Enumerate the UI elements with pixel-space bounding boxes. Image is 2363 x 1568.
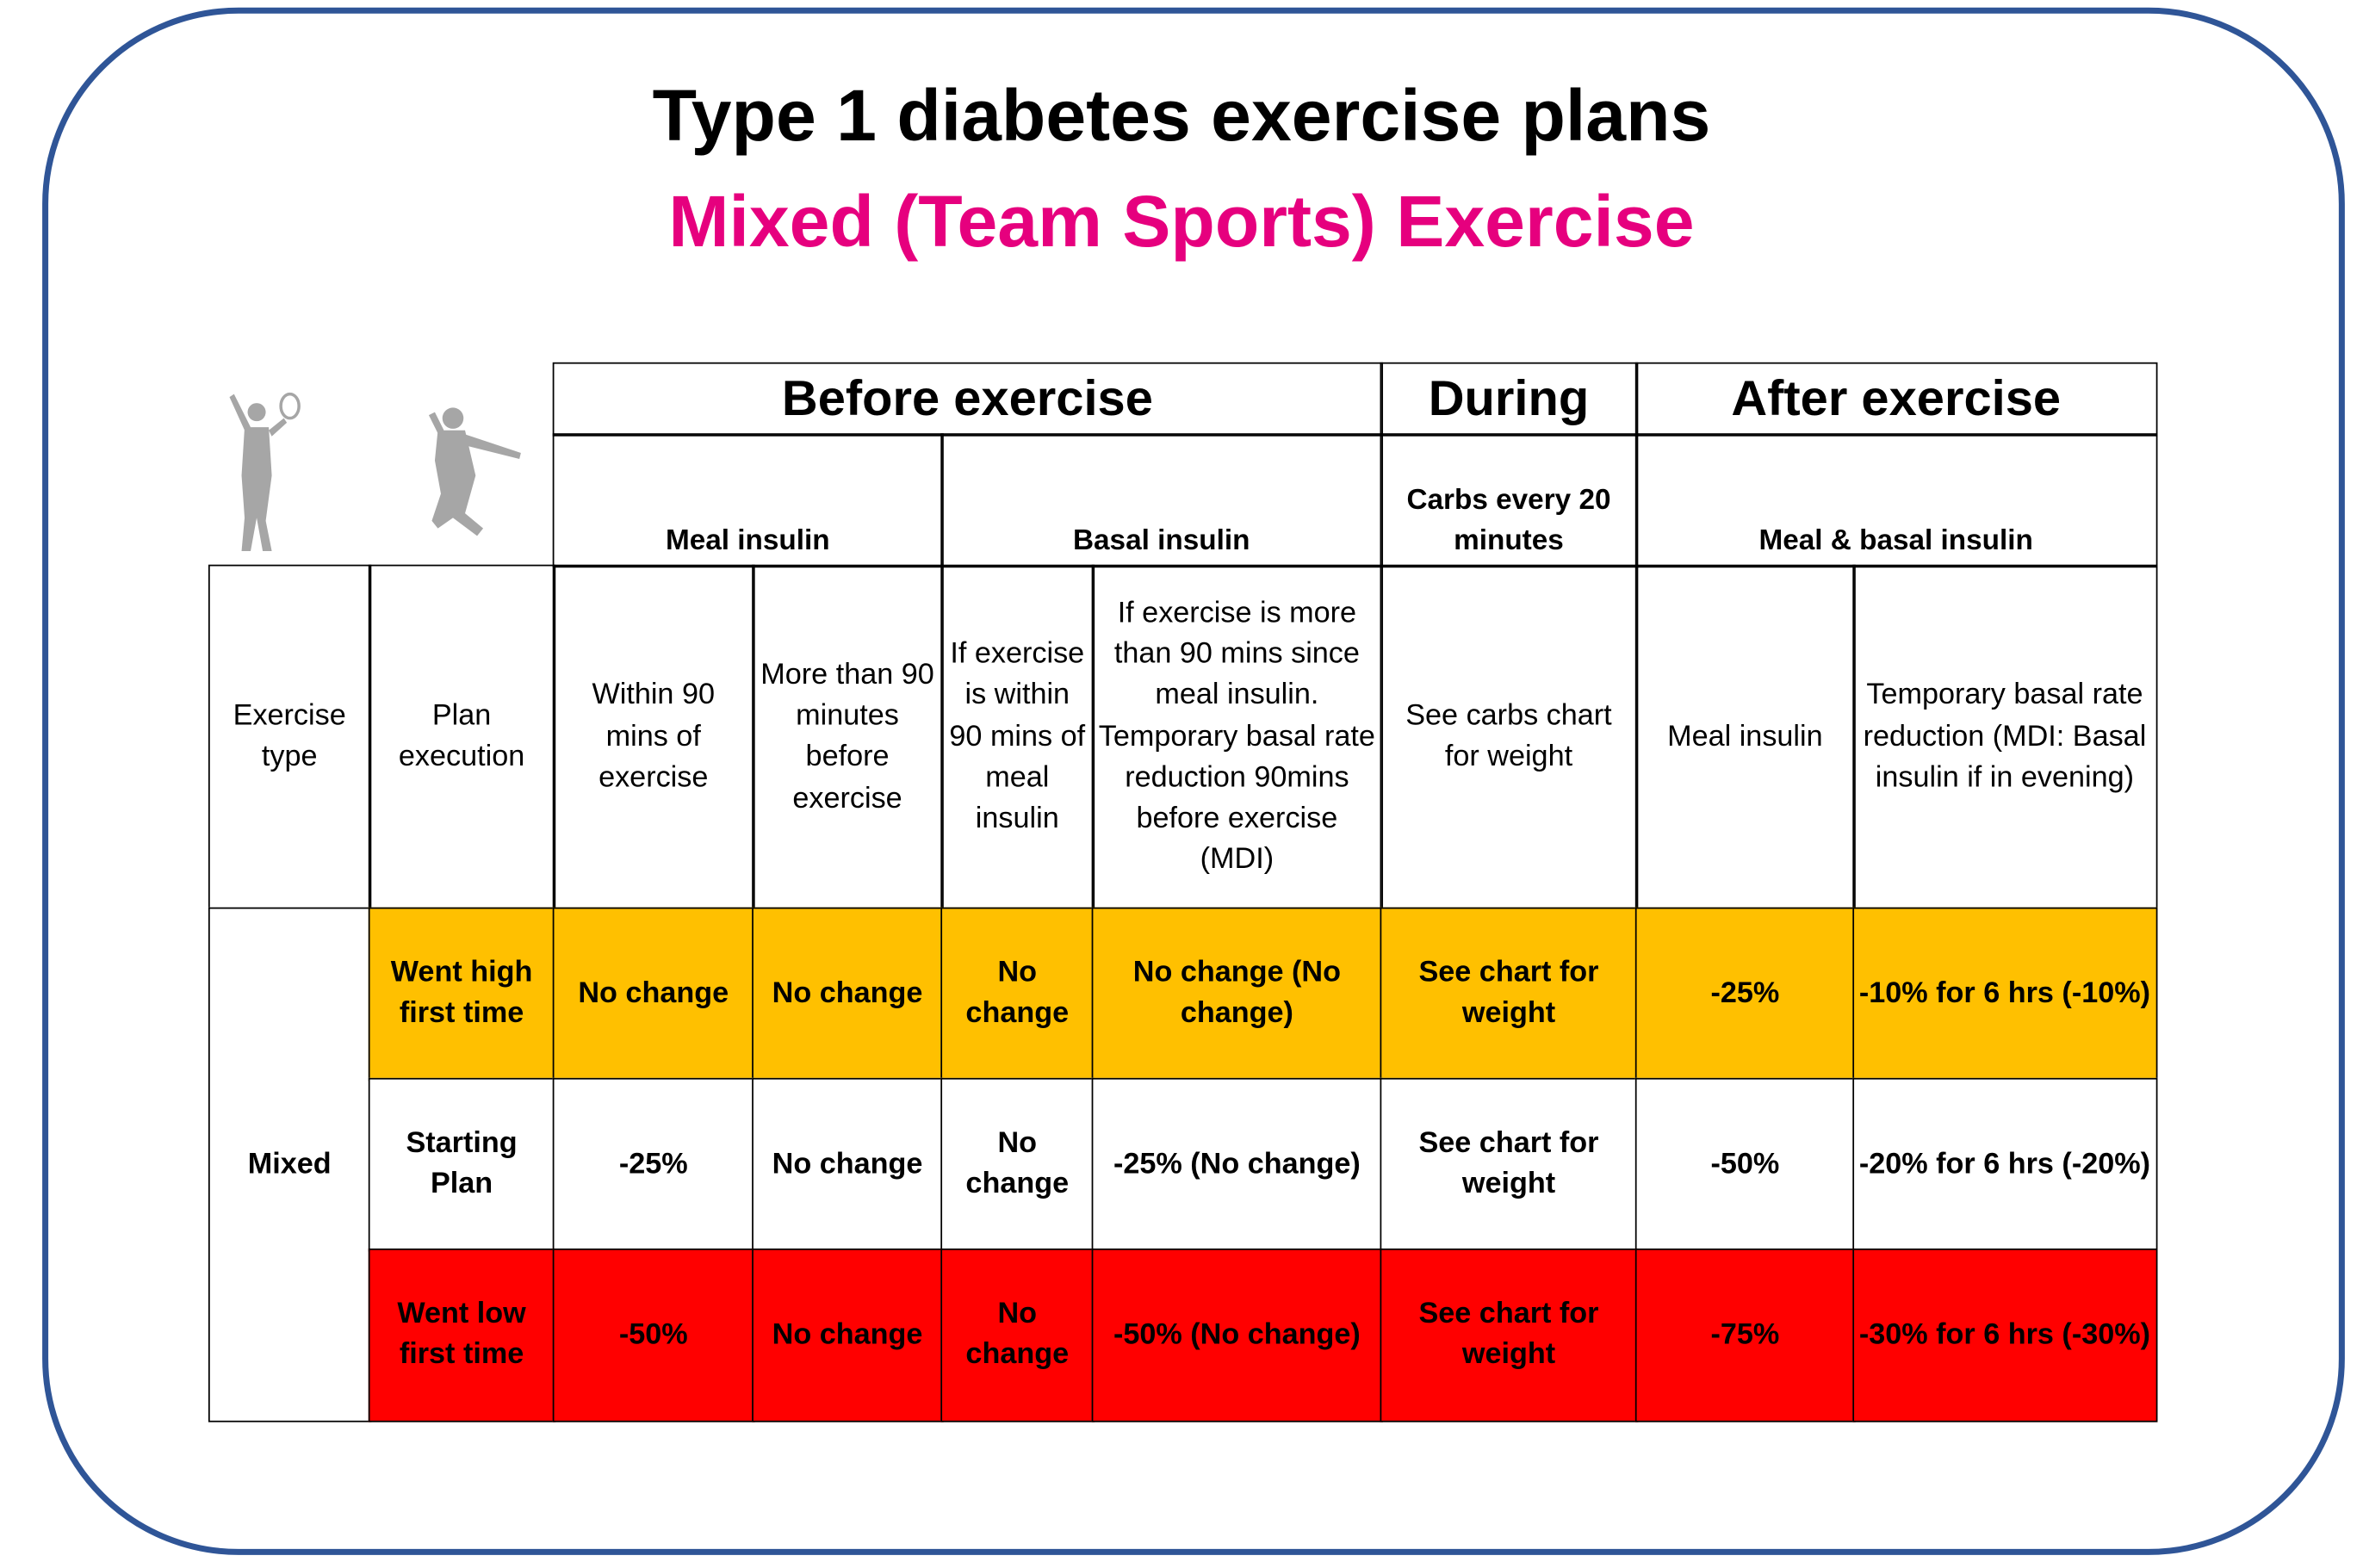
frame [42,7,2345,1555]
column-header: More than 90 minutes before exercise [752,564,943,910]
table-cell: No change [752,1077,943,1251]
table-cell: -25% [1634,907,1855,1081]
sub-header: Carbs every 20 minutes [1380,433,1638,567]
table-cell: -50% [1634,1077,1855,1251]
table-cell: Starting Plan [368,1077,555,1251]
column-header: Plan execution [368,564,555,910]
subtitle: Mixed (Team Sports) Exercise [668,183,1695,263]
table-cell: -10% for 6 hrs (-10%) [1852,907,2157,1081]
group-header: During [1380,362,1638,436]
table-cell: -20% for 6 hrs (-20%) [1852,1077,2157,1251]
table-cell: -50% [552,1248,754,1422]
table-cell: -25% (No change) [1091,1077,1383,1251]
table-cell: No change (No change) [1091,907,1383,1081]
table-cell: -75% [1634,1248,1855,1422]
table-cell: Went low first time [368,1248,555,1422]
column-header: Within 90 mins of exercise [552,564,754,910]
table-cell: No change [940,1077,1095,1251]
sport-icons [229,392,521,551]
table-cell: -25% [552,1077,754,1251]
group-header: Before exercise [552,362,1383,436]
column-header: See carbs chart for weight [1380,564,1638,910]
sub-header: Meal & basal insulin [1634,433,2157,567]
table-cell: See chart for weight [1380,1248,1638,1422]
table-cell: See chart for weight [1380,1077,1638,1251]
table-cell: Went high first time [368,907,555,1081]
column-header: Meal insulin [1634,564,1855,910]
sub-header: Basal insulin [940,433,1383,567]
table-cell: No change [940,1248,1095,1422]
table-cell: No change [752,1248,943,1422]
table-cell: -50% (No change) [1091,1248,1383,1422]
column-header: Exercise type [208,564,371,910]
column-header: If exercise is more than 90 mins since m… [1091,564,1383,910]
row-group: Mixed [208,907,371,1422]
title: Type 1 diabetes exercise plans [652,77,1711,158]
group-header: After exercise [1634,362,2157,436]
sub-header: Meal insulin [552,433,943,567]
column-header: Temporary basal rate reduction (MDI: Bas… [1852,564,2157,910]
table-cell: No change [552,907,754,1081]
table-cell: No change [940,907,1095,1081]
table-cell: See chart for weight [1380,907,1638,1081]
column-header: If exercise is within 90 mins of meal in… [940,564,1095,910]
table-cell: -30% for 6 hrs (-30%) [1852,1248,2157,1422]
table-cell: No change [752,907,943,1081]
